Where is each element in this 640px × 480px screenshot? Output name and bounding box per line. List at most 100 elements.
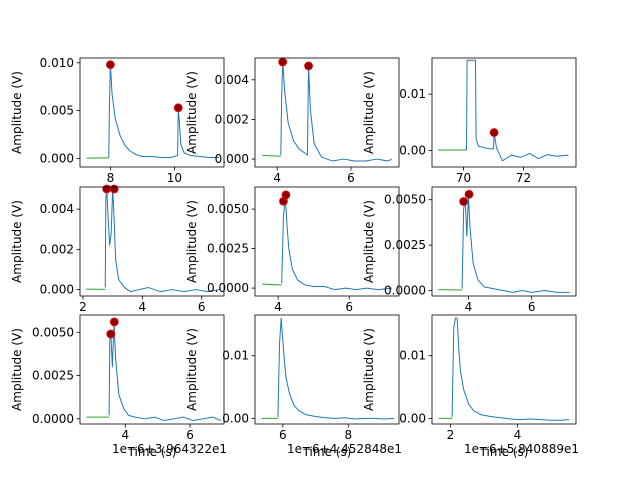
- axes-frame: [254, 186, 400, 297]
- peak-marker: [459, 197, 469, 206]
- subplot-9: 2 4 0.00 0.01 Amplitude (V) Time (s)1e−6+5.84…: [362, 314, 579, 459]
- axes-frame: [254, 57, 400, 168]
- y-tick-label: 0.004: [40, 202, 74, 216]
- x-tick-label: 6: [347, 171, 355, 185]
- y-axis-label: Amplitude (V): [10, 328, 24, 411]
- signal-line: [461, 195, 570, 293]
- x-tick-label: 6: [528, 300, 536, 314]
- y-tick-label: 0.005: [40, 104, 74, 118]
- x-tick-label: 6: [198, 300, 206, 314]
- peak-marker: [106, 60, 115, 70]
- signal-line: [281, 195, 392, 291]
- y-tick-label: 0.0000: [32, 412, 74, 426]
- y-tick-label: 0.00: [399, 411, 426, 425]
- x-tick-label: 4: [465, 300, 473, 314]
- subplot-2: 4 6 0.000 0.002 0.004 Amplitude (V): [185, 57, 400, 185]
- x-tick-label: 4: [273, 171, 281, 185]
- x-axis-label: Time (s): [127, 445, 177, 459]
- y-tick-label: 0.0025: [32, 369, 74, 383]
- axes-frame: [431, 57, 577, 168]
- x-tick-label: 72: [516, 171, 531, 185]
- subplot-7: 4 6 0.0000 0.0025 0.0050 Amplitude (V) Time (s…: [10, 314, 227, 459]
- y-tick-label: 0.0025: [384, 238, 426, 252]
- y-axis-label: Amplitude (V): [185, 71, 199, 154]
- y-axis-label: Amplitude (V): [10, 71, 24, 154]
- x-axis-offset-label: 1e−6+4.452848e1: [287, 442, 402, 456]
- y-tick-label: 0.000: [40, 283, 74, 297]
- peak-marker: [489, 128, 499, 137]
- x-tick-label: 4: [121, 428, 129, 442]
- x-axis-label: Time (s): [479, 445, 529, 459]
- axes-frame: [79, 57, 225, 168]
- y-tick-label: 0.00: [222, 411, 249, 425]
- subplot-3: 70 72 0.00 0.01 Amplitude (V): [362, 57, 577, 185]
- y-axis-label: Amplitude (V): [10, 200, 24, 283]
- y-tick-label: 0.010: [40, 56, 74, 70]
- x-axis-label: Time (s): [302, 445, 352, 459]
- y-tick-label: 0.004: [215, 73, 249, 87]
- y-tick-label: 0.01: [399, 349, 426, 363]
- y-tick-label: 0.0000: [207, 281, 249, 295]
- peak-marker: [304, 61, 313, 71]
- axes-frame: [431, 314, 577, 425]
- x-tick-label: 4: [139, 300, 147, 314]
- y-tick-label: 0.0025: [207, 242, 249, 256]
- x-tick-label: 70: [456, 171, 471, 185]
- subplot-6: 4 6 0.0000 0.0025 0.0050 Amplitude (V): [362, 186, 577, 314]
- peak-marker: [173, 103, 183, 113]
- y-axis-label: Amplitude (V): [362, 200, 376, 283]
- y-tick-label: 0.0050: [32, 325, 74, 339]
- x-tick-label: 6: [279, 428, 287, 442]
- y-tick-label: 0.000: [215, 152, 249, 166]
- signal-line: [108, 321, 221, 422]
- y-tick-label: 0.01: [399, 87, 426, 101]
- peak-marker: [109, 317, 119, 327]
- axes-frame: [79, 314, 225, 425]
- subplot-1: 8 10 0.000 0.005 0.010 Amplitude (V): [10, 56, 225, 185]
- axes-frame: [254, 314, 400, 425]
- x-tick-label: 2: [79, 300, 87, 314]
- y-tick-label: 0.002: [215, 112, 249, 126]
- y-axis-label: Amplitude (V): [362, 328, 376, 411]
- signal-line: [108, 63, 220, 158]
- y-tick-label: 0.0000: [384, 284, 426, 298]
- signal-line: [466, 59, 569, 162]
- x-tick-label: 4: [514, 428, 522, 442]
- subplot-8: 6 8 0.00 0.01 Amplitude (V) Time (s)1e−6+4.45…: [185, 314, 402, 459]
- x-tick-label: 4: [274, 300, 282, 314]
- y-tick-label: 0.00: [399, 144, 426, 158]
- signal-line: [451, 317, 570, 421]
- signal-line: [104, 188, 220, 293]
- x-tick-label: 6: [345, 300, 353, 314]
- y-tick-label: 0.000: [40, 151, 74, 165]
- x-tick-label: 8: [107, 171, 115, 185]
- x-axis-offset-label: 1e−6+3.964322e1: [112, 442, 227, 456]
- x-axis-offset-label: 1e−6+5.840889e1: [464, 442, 579, 456]
- peak-marker: [281, 190, 291, 200]
- y-axis-label: Amplitude (V): [185, 328, 199, 411]
- subplot-4: 2 4 6 0.000 0.002 0.004 Amplitude (V): [10, 184, 225, 314]
- x-tick-label: 2: [447, 428, 455, 442]
- peak-marker: [278, 57, 288, 67]
- axes-frame: [79, 186, 225, 297]
- peak-marker: [106, 329, 116, 339]
- axes-frame: [431, 186, 577, 297]
- signal-line: [277, 317, 395, 420]
- x-tick-label: 10: [167, 171, 182, 185]
- peak-marker: [109, 184, 119, 194]
- y-axis-label: Amplitude (V): [185, 200, 199, 283]
- signal-line: [280, 61, 392, 162]
- x-tick-label: 8: [344, 428, 352, 442]
- baseline-line: [262, 155, 281, 157]
- peak-marker: [102, 184, 112, 194]
- baseline-line: [262, 283, 282, 286]
- x-tick-label: 6: [186, 428, 194, 442]
- peak-marker: [464, 189, 474, 199]
- y-axis-label: Amplitude (V): [362, 71, 376, 154]
- y-tick-label: 0.0050: [384, 193, 426, 207]
- y-tick-label: 0.01: [222, 349, 249, 363]
- y-tick-label: 0.0050: [207, 202, 249, 216]
